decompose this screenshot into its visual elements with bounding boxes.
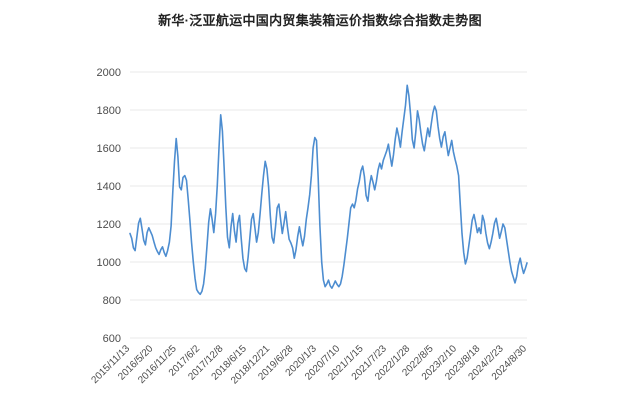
y-axis-tick-label: 1200 — [97, 219, 121, 231]
y-axis-tick-label: 600 — [103, 333, 121, 345]
chart-title: 新华·泛亚航运中国内贸集装箱运价指数综合指数走势图 — [158, 13, 482, 28]
y-axis-tick-label: 800 — [103, 295, 121, 307]
y-axis-tick-label: 1600 — [97, 143, 121, 155]
y-axis-tick-label: 2000 — [97, 67, 121, 79]
y-axis-tick-label: 1800 — [97, 105, 121, 117]
y-axis-tick-label: 1000 — [97, 257, 121, 269]
series-line — [129, 84, 528, 296]
y-axis-tick-label: 1400 — [97, 181, 121, 193]
